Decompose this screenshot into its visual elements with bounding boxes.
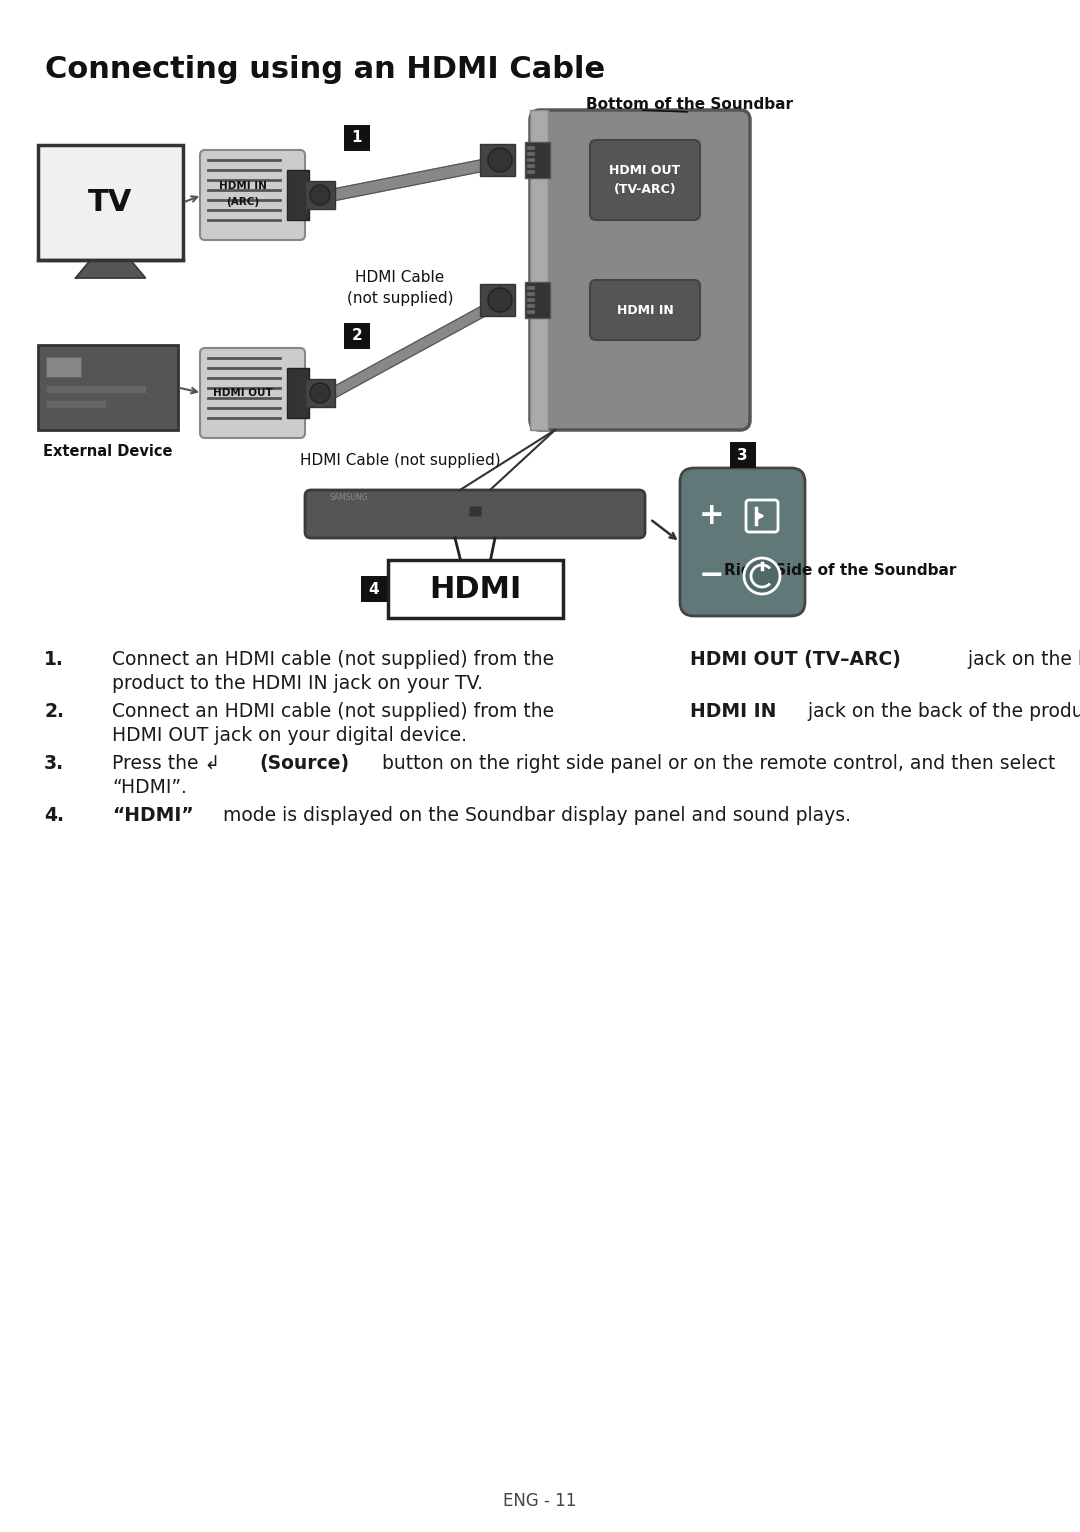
Text: 3: 3 <box>738 447 747 463</box>
Text: 1.: 1. <box>44 650 64 669</box>
Text: External Device: External Device <box>43 444 173 460</box>
Bar <box>480 144 515 176</box>
Bar <box>345 126 370 152</box>
Bar <box>530 110 548 430</box>
Text: jack on the back of the product to the: jack on the back of the product to the <box>801 702 1080 722</box>
Circle shape <box>310 185 330 205</box>
FancyBboxPatch shape <box>590 139 700 221</box>
Bar <box>38 146 183 260</box>
Text: product to the HDMI IN jack on your TV.: product to the HDMI IN jack on your TV. <box>112 674 483 692</box>
Text: Connecting using an HDMI Cable: Connecting using an HDMI Cable <box>45 55 605 84</box>
Text: 1: 1 <box>352 130 362 146</box>
Text: “HDMI”: “HDMI” <box>112 806 193 826</box>
Bar <box>388 561 563 617</box>
Bar <box>469 506 481 516</box>
Text: ENG - 11: ENG - 11 <box>503 1492 577 1511</box>
Bar <box>527 286 535 290</box>
Text: SAMSUNG: SAMSUNG <box>330 493 368 502</box>
FancyBboxPatch shape <box>590 280 700 340</box>
Bar <box>480 283 515 316</box>
Text: “HDMI”.: “HDMI”. <box>112 778 187 797</box>
Bar <box>527 303 535 308</box>
Text: button on the right side panel or on the remote control, and then select: button on the right side panel or on the… <box>376 754 1055 774</box>
Bar <box>527 299 535 302</box>
Text: +: + <box>699 501 725 530</box>
Bar <box>345 323 370 349</box>
FancyBboxPatch shape <box>680 467 805 616</box>
Circle shape <box>488 149 512 172</box>
Bar <box>305 378 335 408</box>
Text: (ARC): (ARC) <box>226 198 259 207</box>
Bar <box>287 170 309 221</box>
Bar <box>527 309 535 314</box>
Text: HDMI OUT: HDMI OUT <box>213 388 272 398</box>
Circle shape <box>488 288 512 313</box>
Text: Right Side of the Soundbar: Right Side of the Soundbar <box>724 562 956 578</box>
Text: 2: 2 <box>352 328 363 343</box>
Text: HDMI OUT jack on your digital device.: HDMI OUT jack on your digital device. <box>112 726 467 745</box>
Text: Connect an HDMI cable (not supplied) from the: Connect an HDMI cable (not supplied) fro… <box>112 702 561 722</box>
Polygon shape <box>333 156 500 201</box>
Bar <box>46 357 81 377</box>
Text: HDMI OUT: HDMI OUT <box>609 164 680 176</box>
Text: −: − <box>699 562 725 590</box>
Circle shape <box>744 558 780 594</box>
Circle shape <box>310 383 330 403</box>
Bar <box>38 345 178 430</box>
Text: TV: TV <box>89 188 133 218</box>
Bar <box>729 443 756 467</box>
Bar <box>527 152 535 156</box>
Bar <box>527 146 535 150</box>
Text: HDMI IN: HDMI IN <box>690 702 777 722</box>
Text: HDMI IN: HDMI IN <box>617 303 673 317</box>
Text: HDMI Cable
(not supplied): HDMI Cable (not supplied) <box>347 270 454 306</box>
Polygon shape <box>76 260 146 277</box>
Text: Connect an HDMI cable (not supplied) from the: Connect an HDMI cable (not supplied) fro… <box>112 650 561 669</box>
Polygon shape <box>333 296 500 398</box>
Text: 2.: 2. <box>44 702 64 722</box>
Text: Press the ↲: Press the ↲ <box>112 754 226 774</box>
Bar <box>527 158 535 162</box>
Bar <box>305 181 335 208</box>
Text: HDMI: HDMI <box>430 574 522 604</box>
Text: HDMI IN: HDMI IN <box>218 181 267 192</box>
Bar <box>527 293 535 296</box>
FancyBboxPatch shape <box>530 110 750 430</box>
Text: 4.: 4. <box>44 806 64 826</box>
Bar <box>287 368 309 418</box>
Text: (TV-ARC): (TV-ARC) <box>613 184 676 196</box>
FancyBboxPatch shape <box>746 499 778 532</box>
FancyBboxPatch shape <box>305 490 645 538</box>
FancyBboxPatch shape <box>200 348 305 438</box>
Bar <box>361 576 387 602</box>
Text: HDMI Cable (not supplied): HDMI Cable (not supplied) <box>299 453 500 467</box>
FancyBboxPatch shape <box>200 150 305 241</box>
Text: HDMI OUT (TV–ARC): HDMI OUT (TV–ARC) <box>690 650 901 669</box>
Bar <box>527 170 535 175</box>
Bar <box>46 385 146 394</box>
Text: 3.: 3. <box>44 754 64 774</box>
Bar <box>46 400 106 408</box>
Text: mode is displayed on the Soundbar display panel and sound plays.: mode is displayed on the Soundbar displa… <box>217 806 851 826</box>
Bar <box>527 164 535 169</box>
Bar <box>525 142 550 178</box>
Text: Bottom of the Soundbar: Bottom of the Soundbar <box>586 97 794 112</box>
Text: (Source): (Source) <box>259 754 350 774</box>
Text: jack on the back of the: jack on the back of the <box>962 650 1080 669</box>
Text: 4: 4 <box>368 582 379 596</box>
Bar <box>525 282 550 319</box>
